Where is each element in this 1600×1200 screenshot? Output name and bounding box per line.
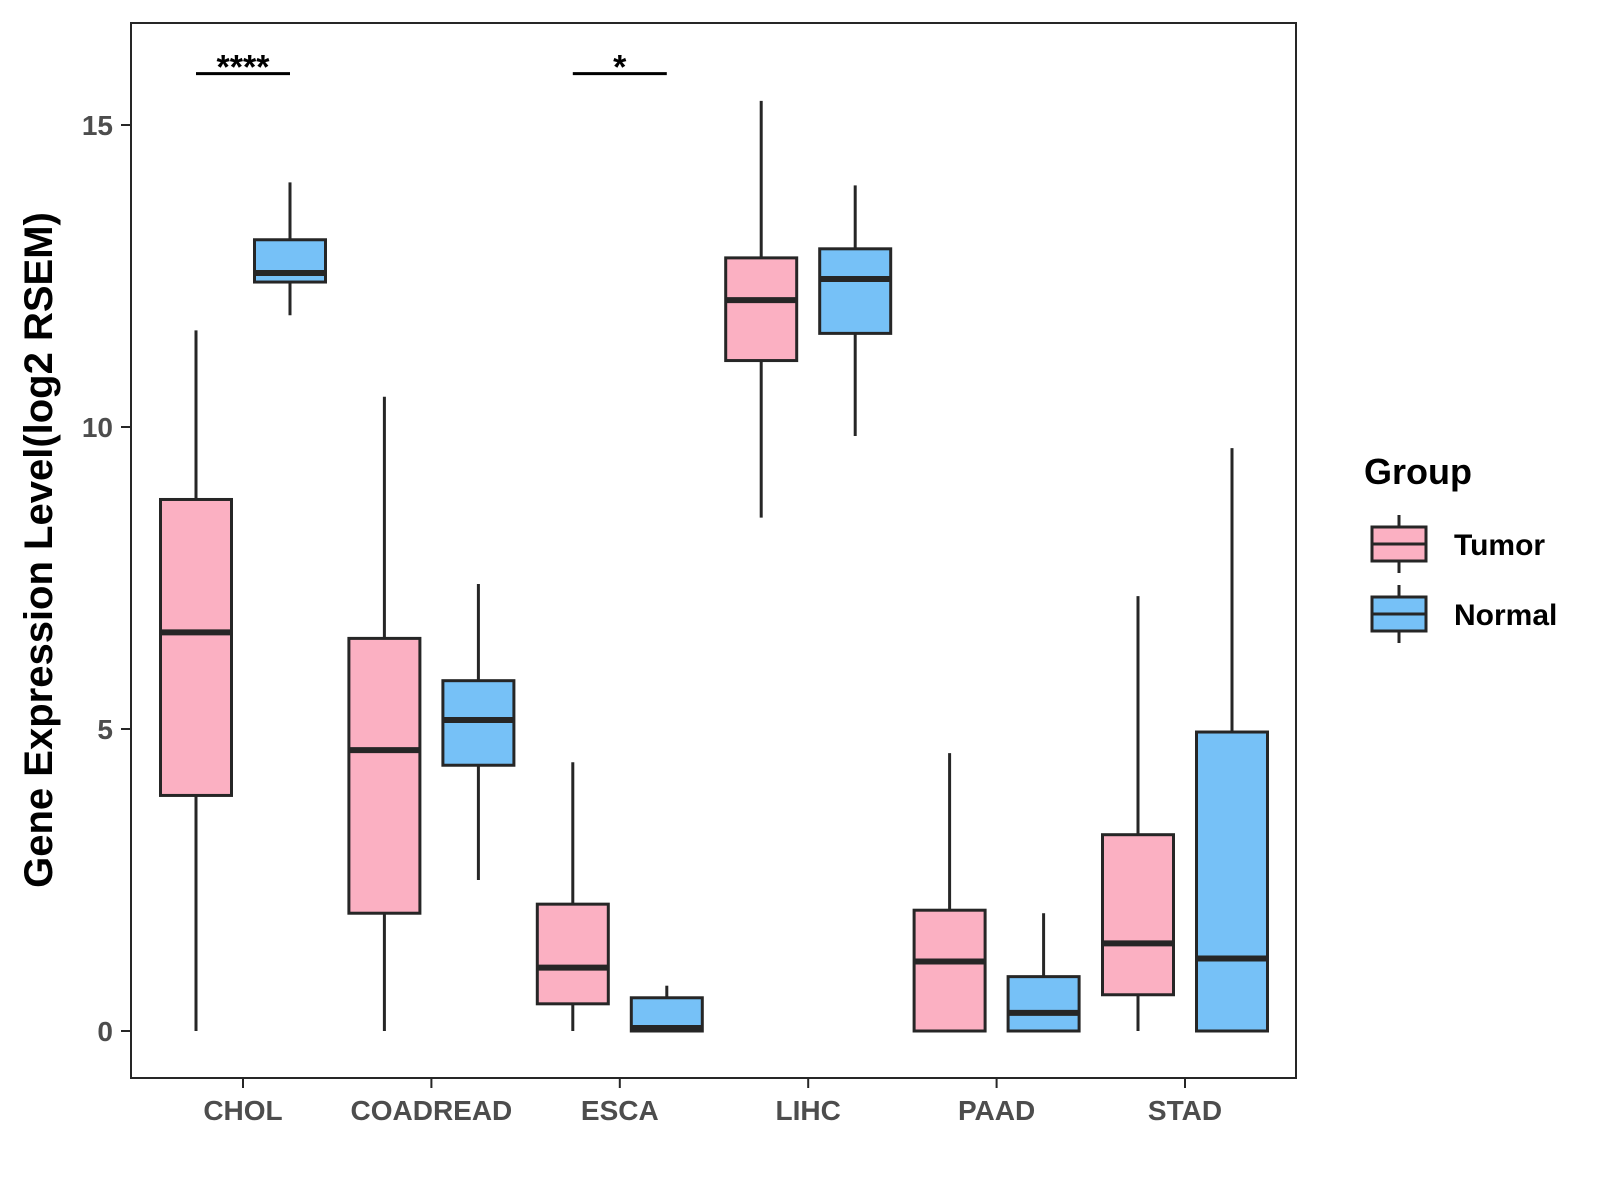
y-tick-label-5: 5 [97, 714, 113, 745]
box-tumor-paad [912, 753, 987, 1033]
y-tick-label-0: 0 [97, 1016, 113, 1047]
box-normal-esca [629, 985, 704, 1033]
panel-border [130, 22, 1297, 1079]
box-normal-chol [253, 182, 327, 316]
x-tick-label-paad: PAAD [958, 1095, 1035, 1126]
iqr-box-normal-stad [1195, 730, 1269, 1033]
iqr-box-tumor-stad [1101, 833, 1175, 997]
box-tumor-chol [159, 330, 233, 1031]
x-tick-label-esca: ESCA [581, 1095, 659, 1126]
axes: 0 5 10 15 CHOL COADREAD ESCA LIHC PAAD STAD [82, 110, 1222, 1126]
x-tick-label-stad: STAD [1148, 1095, 1222, 1126]
y-axis-label: Gene Expression Level(log2 RSEM) [17, 212, 61, 888]
legend: Group Tumor Normal [1364, 451, 1557, 643]
x-tick-label-chol: CHOL [203, 1095, 282, 1126]
y-tick-label-15: 15 [82, 110, 113, 141]
iqr-box-normal-lihc [818, 247, 893, 335]
box-normal-stad [1195, 448, 1269, 1033]
significance-label-esca: * [613, 49, 627, 87]
iqr-box-normal-coadread [441, 679, 516, 767]
plot-area: **** * [159, 49, 1269, 1033]
x-tick-label-coadread: COADREAD [351, 1095, 513, 1126]
iqr-box-tumor-lihc [724, 256, 799, 363]
box-tumor-coadread [347, 396, 422, 1031]
legend-item-tumor: Tumor [1370, 515, 1545, 573]
significance-label-chol: **** [217, 49, 271, 87]
iqr-box-normal-paad [1006, 975, 1081, 1033]
iqr-box-tumor-coadread [347, 636, 422, 915]
iqr-box-tumor-esca [535, 902, 610, 1006]
x-tick-label-lihc: LIHC [776, 1095, 841, 1126]
iqr-box-tumor-paad [912, 908, 987, 1033]
box-normal-paad [1006, 913, 1081, 1033]
iqr-box-tumor-chol [159, 497, 233, 797]
legend-title: Group [1364, 451, 1472, 492]
legend-label-tumor: Tumor [1454, 529, 1545, 562]
legend-label-normal: Normal [1454, 599, 1557, 632]
y-tick-label-10: 10 [82, 412, 113, 443]
legend-item-normal: Normal [1370, 585, 1557, 643]
box-tumor-esca [535, 762, 610, 1031]
box-normal-coadread [441, 584, 516, 880]
box-tumor-stad [1101, 596, 1175, 1031]
box-normal-lihc [818, 185, 893, 437]
box-tumor-lihc [724, 100, 799, 518]
